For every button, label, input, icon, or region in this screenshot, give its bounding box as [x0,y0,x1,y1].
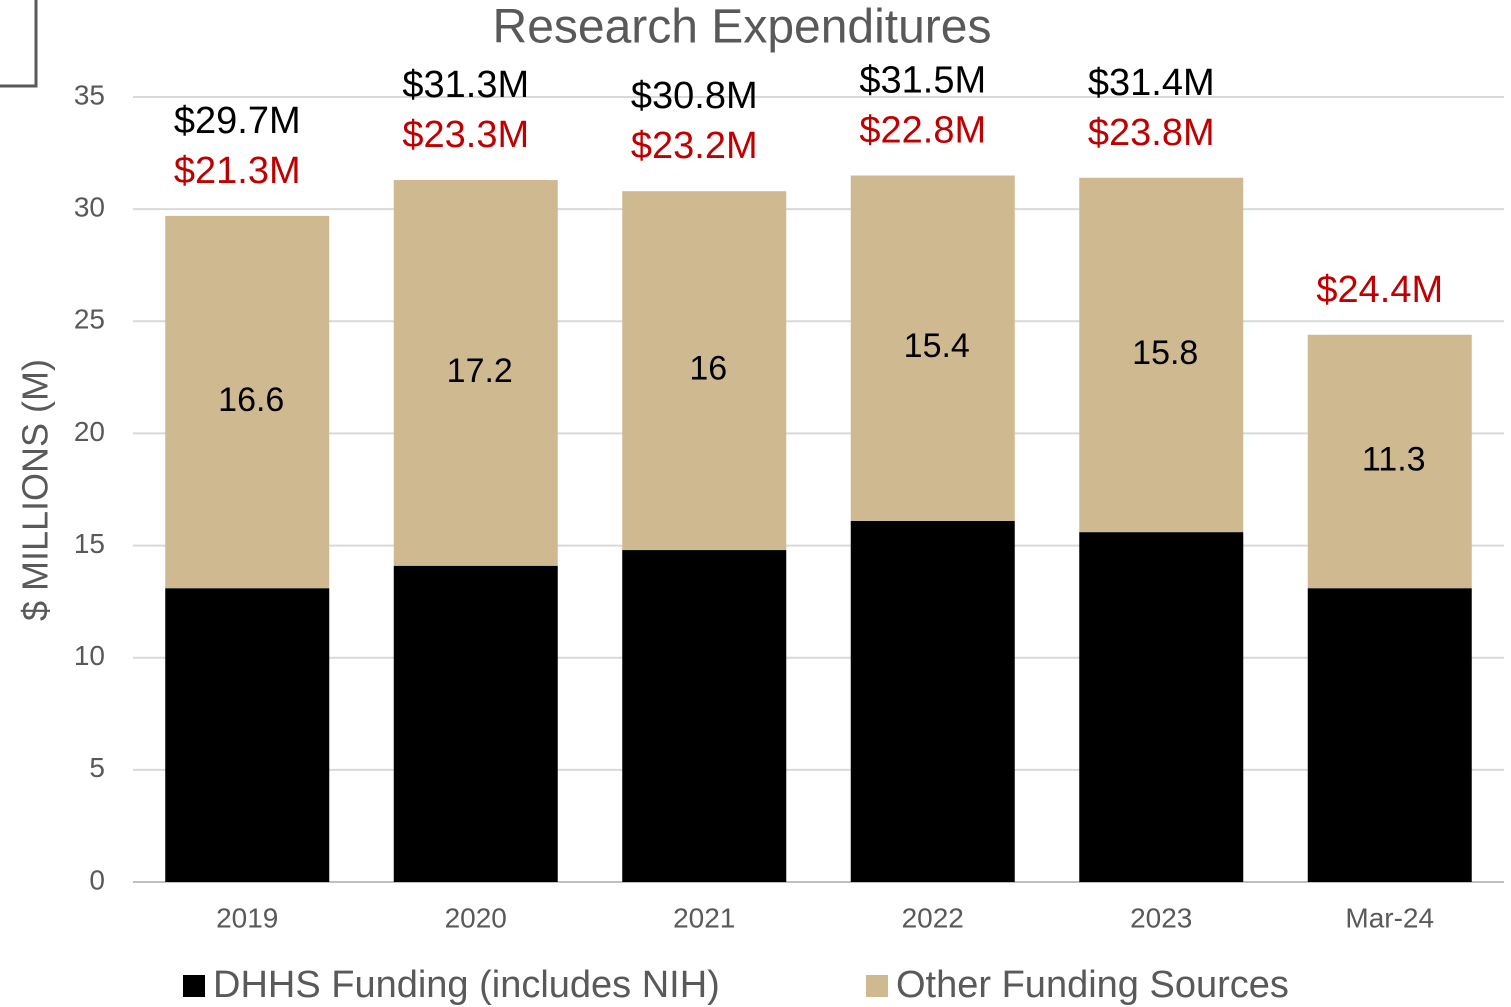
total-label: $31.5M [859,60,986,102]
red-label: $23.3M [402,114,529,156]
y-axis-label: $ MILLIONS (M) [15,359,56,621]
data-label: 15.4 [904,327,970,365]
total-label: $29.7M [174,100,301,142]
bar-segment [850,520,1015,882]
y-tick-label: 25 [74,304,105,335]
x-tick-label: Mar-24 [1345,902,1434,933]
data-label: 17.2 [447,352,513,390]
bar-segment [393,565,558,882]
bar-segment [1079,532,1244,882]
legend-label: Other Funding Sources [896,964,1289,1006]
total-label: $31.4M [1088,62,1215,104]
frame-corner [0,0,38,88]
chart-title: Research Expenditures [493,1,992,54]
x-tick-label: 2019 [216,902,278,933]
legend-label: DHHS Funding (includes NIH) [213,964,720,1006]
bar-segment [1307,588,1472,882]
data-label: 16 [689,350,727,388]
bar-segment [1079,177,1244,533]
red-label: $23.2M [631,125,758,167]
data-label: 11.3 [1362,440,1426,478]
bar-segment [850,175,1015,521]
data-label: 15.8 [1132,334,1198,372]
y-tick-label: 5 [89,752,105,783]
legend-swatch [183,975,205,997]
bar-segment [165,588,330,882]
data-label: 16.6 [218,381,284,419]
y-tick-label: 15 [74,528,105,559]
bar-segment [1307,334,1472,589]
y-tick-label: 20 [74,416,105,447]
y-tick-label: 0 [89,864,105,895]
x-tick-label: 2020 [445,902,507,933]
red-label: $23.8M [1088,112,1215,154]
bar-segment [393,179,558,566]
bar-segment [165,215,330,589]
x-tick-label: 2022 [902,902,964,933]
red-label: $24.4M [1316,269,1443,311]
x-tick-label: 2023 [1130,902,1192,933]
bar-segment [622,550,787,882]
y-tick-label: 30 [74,192,105,223]
y-tick-label: 10 [74,640,105,671]
bar-segment [622,191,787,551]
red-label: $22.8M [859,110,986,152]
total-label: $30.8M [631,75,758,117]
red-label: $21.3M [174,150,301,192]
total-label: $31.3M [402,64,529,106]
y-tick-label: 35 [74,79,105,110]
x-tick-label: 2021 [673,902,735,933]
legend-swatch [866,975,888,997]
